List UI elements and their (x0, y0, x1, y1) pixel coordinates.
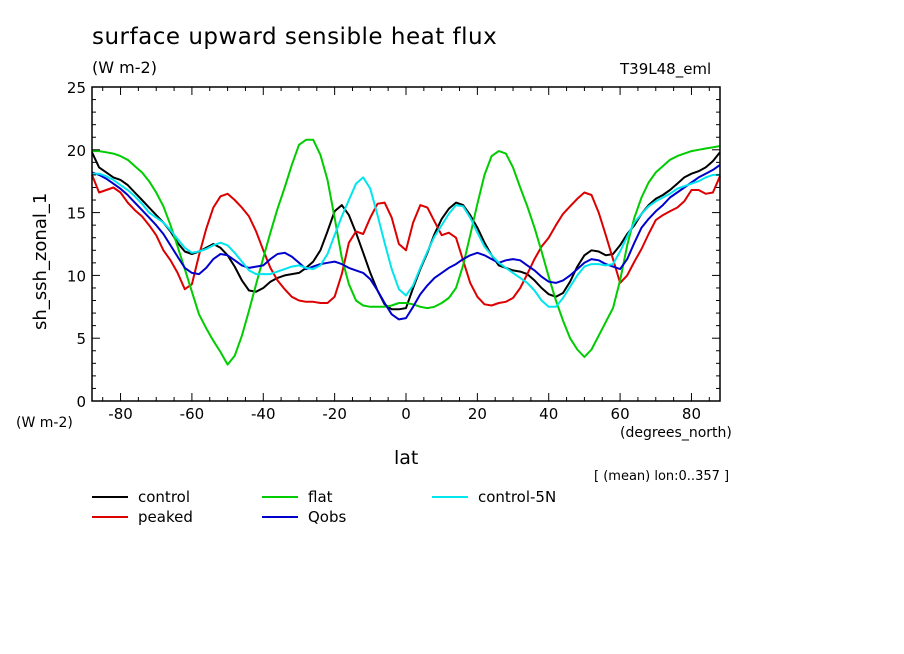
y-tick-label: 5 (76, 330, 86, 348)
x-tick-label: -80 (108, 405, 133, 423)
legend-label: control (138, 488, 190, 506)
averaging-note: [ (mean) lon:0..357 ] (594, 469, 730, 484)
x-tick-label: -40 (251, 405, 276, 423)
legend-swatch (262, 516, 298, 518)
x-tick-label: 60 (611, 405, 630, 423)
x-axis-label: lat (394, 447, 419, 469)
chart-units: (W m-2) (92, 58, 157, 77)
legend-swatch (432, 496, 468, 498)
x-axis-units: (degrees_north) (620, 425, 732, 441)
series-line-qobs (91, 164, 721, 321)
y-tick-label: 0 (76, 393, 86, 411)
chart-title: surface upward sensible heat flux (92, 24, 498, 50)
legend-swatch (92, 496, 128, 498)
series-layer (91, 138, 721, 366)
y-axis-units: (W m-2) (16, 415, 73, 431)
series-line-control-5n (92, 172, 720, 308)
series-line-flat (92, 138, 721, 366)
model-label: T39L48_eml (620, 60, 712, 78)
legend-label: peaked (138, 508, 193, 526)
y-tick-label: 20 (67, 142, 86, 160)
plot-frame (91, 86, 721, 402)
legend-swatch (262, 496, 298, 498)
x-tick-label: 40 (539, 405, 558, 423)
x-tick-label: 20 (468, 405, 487, 423)
x-tick-label: -20 (322, 405, 347, 423)
x-tick-label: -60 (180, 405, 205, 423)
legend-swatch (92, 516, 128, 518)
y-tick-label: 10 (67, 267, 86, 285)
legend-label: flat (308, 488, 333, 506)
x-tick-label: 0 (401, 405, 411, 423)
legend-label: control-5N (478, 488, 557, 506)
y-tick-label: 15 (67, 205, 86, 223)
series-line-control (91, 151, 721, 311)
axes-layer: -80 -60 -40 -20 0 20 40 60 80 0 5 10 15 20 25 (67, 79, 721, 423)
y-tick-label: 25 (67, 79, 86, 97)
x-tick-label: 80 (682, 405, 701, 423)
legend-label: Qobs (308, 508, 347, 526)
